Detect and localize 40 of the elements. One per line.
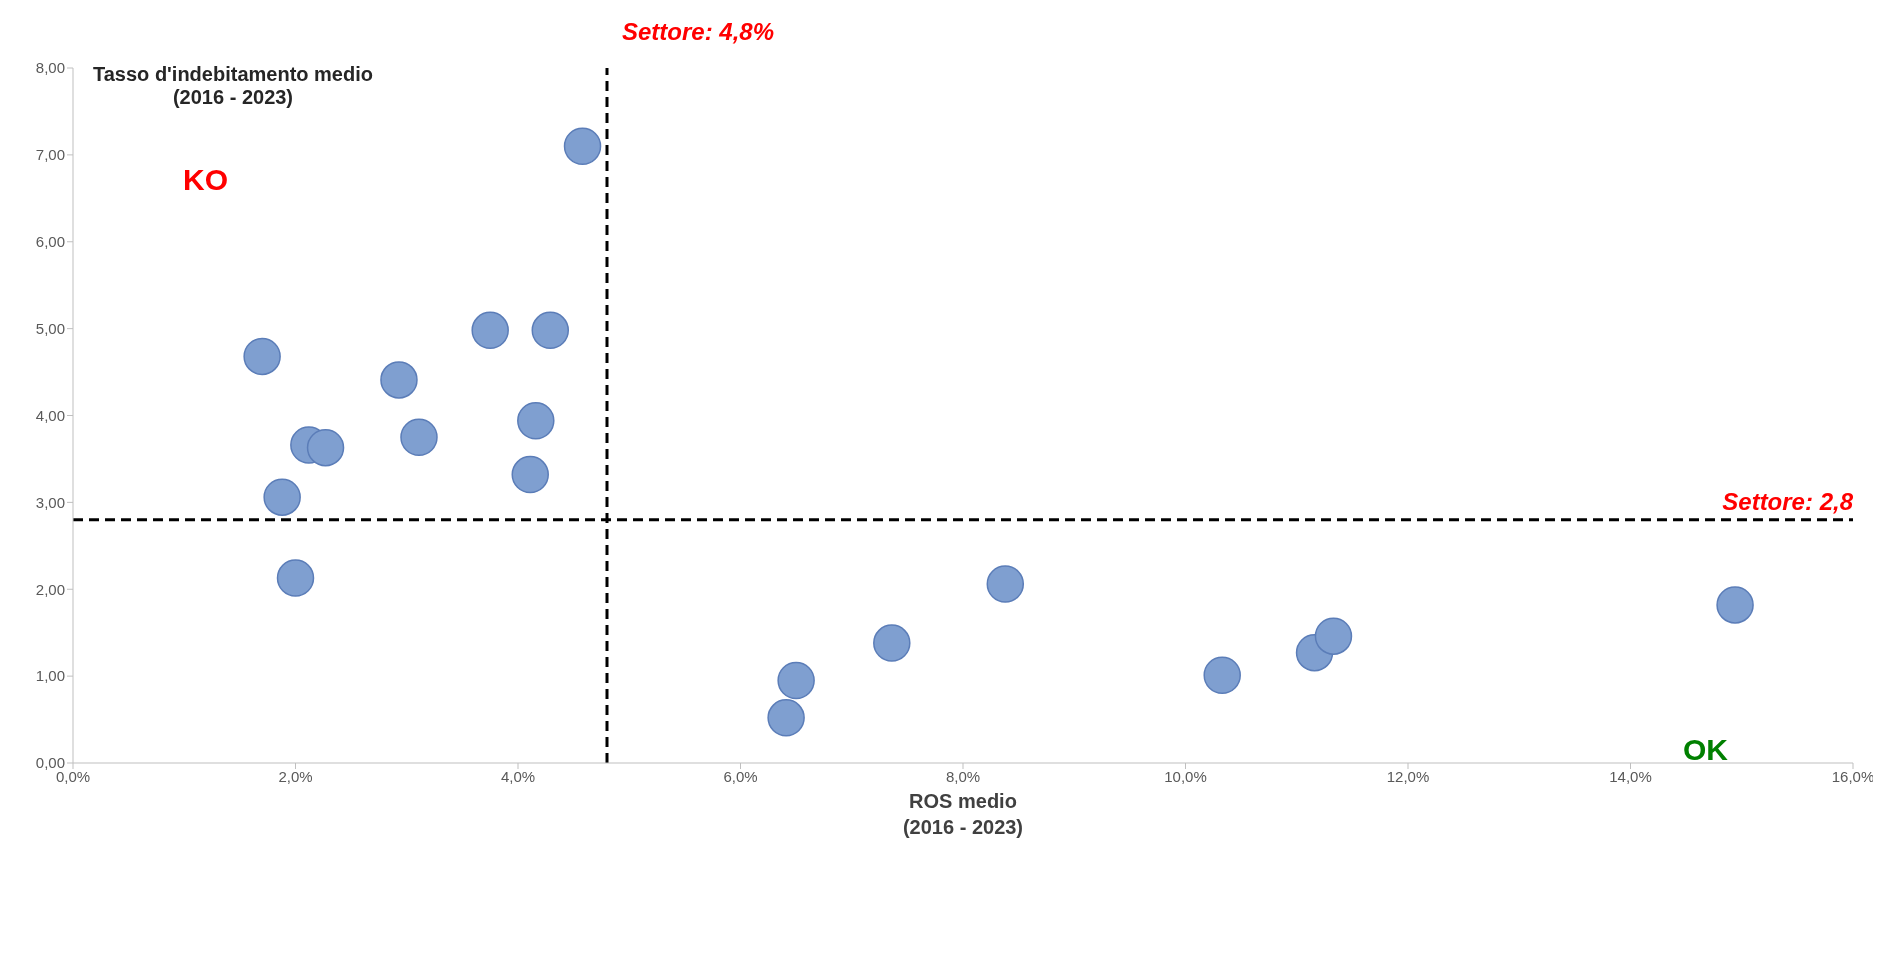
point [517,401,555,440]
point [531,311,570,350]
x-tick-label: 4,0% [500,767,536,785]
point [873,624,911,662]
x-tick-label: 12,0% [1386,767,1430,785]
ref-line-label: Settore: 4,8% [622,18,775,45]
y-tick-label: 8,00 [35,59,65,77]
y-tick-label: 1,00 [35,667,65,685]
point [380,361,418,399]
y-tick-label: 6,00 [35,233,65,251]
point [1716,586,1754,624]
x-tick-label: 16,0% [1831,767,1875,785]
point [471,311,509,350]
point [263,478,301,516]
point [563,127,602,165]
point [306,428,345,467]
x-tick-label: 14,0% [1609,767,1652,785]
annotation: KO [183,163,228,197]
point [767,699,805,737]
y-tick-label: 5,00 [35,319,65,337]
y-axis-title: Tasso d'indebitamento medio (2016 - 2023) [93,63,373,109]
x-tick-label: 10,0% [1164,767,1207,785]
y-tick-label: 2,00 [35,580,65,598]
x-tick-label: 8,0% [945,767,981,785]
y-tick-label: 4,00 [35,406,65,424]
point [276,559,315,597]
point [1314,617,1353,655]
point [1203,656,1241,695]
x-tick-label: 2,0% [278,767,313,785]
point [243,337,281,376]
y-tick-label: 7,00 [35,146,65,164]
point [511,455,549,494]
point [777,661,815,700]
x-axis-title: ROS medio (2016 - 2023) [902,790,1024,838]
annotation: OK [1683,733,1728,767]
ref-line-label: Settore: 2,8 [1722,487,1854,515]
point [400,418,438,456]
point [986,565,1025,603]
x-tick-label: 6,0% [723,767,758,785]
y-tick-label: 3,00 [35,493,65,511]
